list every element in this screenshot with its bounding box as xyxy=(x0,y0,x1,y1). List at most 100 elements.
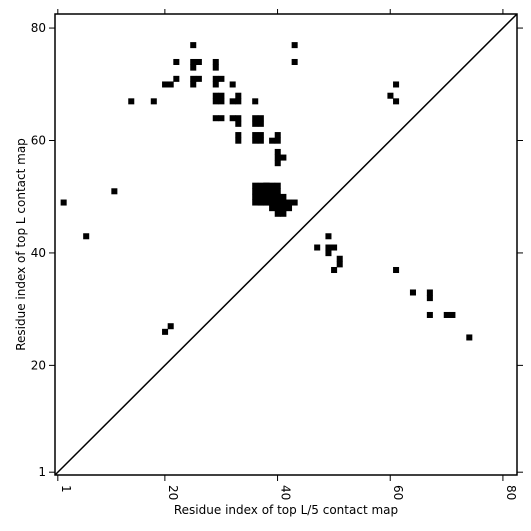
contact-point-block xyxy=(269,199,276,206)
contact-point-upper xyxy=(218,75,225,82)
contact-point-block xyxy=(263,188,270,195)
contact-point-upper xyxy=(212,64,219,71)
contact-point-lower xyxy=(426,289,433,296)
x-tick-label: 40 xyxy=(279,485,293,500)
contact-point-block xyxy=(274,199,281,206)
y-tick-label: 1 xyxy=(38,465,46,479)
contact-point-block xyxy=(280,199,287,206)
y-tick-label: 80 xyxy=(31,21,46,35)
contact-point-block xyxy=(274,188,281,195)
contact-point-upper xyxy=(235,98,242,105)
contact-point-block xyxy=(263,182,270,189)
contact-point-block xyxy=(252,193,259,200)
contact-point-block xyxy=(257,182,264,189)
contact-point-lower xyxy=(331,244,338,251)
contact-point-upper xyxy=(212,92,219,99)
contact-point-lower xyxy=(336,261,343,268)
contact-point-upper xyxy=(190,81,197,88)
contact-point-upper xyxy=(190,75,197,82)
contact-point-upper xyxy=(83,233,90,240)
contact-point-upper xyxy=(195,75,202,82)
contact-point-upper xyxy=(274,154,281,161)
contact-point-block xyxy=(252,199,259,206)
contact-point-block xyxy=(286,205,293,212)
contact-point-upper xyxy=(162,81,169,88)
contact-point-block xyxy=(257,193,264,200)
contact-point-lower xyxy=(393,266,400,274)
contact-point-lower xyxy=(443,311,450,318)
contact-point-lower xyxy=(409,289,416,296)
contact-point-upper xyxy=(60,199,67,206)
contact-point-block xyxy=(274,210,281,217)
contact-point-block xyxy=(280,205,287,212)
contact-point-upper xyxy=(229,98,236,105)
contact-point-upper xyxy=(190,64,197,71)
contact-point-lower xyxy=(325,233,332,240)
x-tick-label: 20 xyxy=(166,485,180,500)
contact-point-upper xyxy=(173,58,180,65)
contact-point-block xyxy=(274,182,281,189)
contact-point-lower xyxy=(331,266,338,274)
contact-point-upper xyxy=(212,98,219,105)
contact-point-upper xyxy=(128,98,135,105)
x-tick-label: 60 xyxy=(391,485,405,500)
contact-point-upper xyxy=(235,120,242,127)
contact-point-upper xyxy=(252,137,259,144)
contact-point-upper xyxy=(393,81,400,88)
y-tick-label: 60 xyxy=(31,133,46,147)
contact-point-upper xyxy=(274,137,281,144)
contact-point-upper xyxy=(212,81,219,88)
contact-point-upper xyxy=(111,188,118,195)
axis-ticks: 1 20 40 60 80 1 20 40 60 80 xyxy=(31,9,523,500)
contact-point-block xyxy=(269,205,276,212)
contact-point-upper xyxy=(162,328,169,335)
contact-point-block xyxy=(280,210,287,217)
contact-point-upper xyxy=(252,120,259,127)
contact-point-upper xyxy=(387,92,394,99)
contact-point-block xyxy=(269,188,276,195)
contact-point-upper xyxy=(190,58,197,65)
contact-point-lower xyxy=(426,295,433,302)
contact-point-lower xyxy=(466,334,473,341)
contact-point-upper xyxy=(274,132,281,139)
contact-point-upper xyxy=(190,42,197,49)
contact-point-upper xyxy=(167,81,174,88)
contact-point-upper xyxy=(257,132,264,139)
contact-point-block xyxy=(257,199,264,206)
contact-point-upper xyxy=(252,115,259,122)
contact-point-block xyxy=(263,193,270,200)
contact-point-upper xyxy=(173,75,180,82)
contact-point-upper xyxy=(235,132,242,139)
contact-point-lower xyxy=(336,255,343,262)
y-tick-label: 40 xyxy=(31,246,46,260)
contact-point-lower xyxy=(325,250,332,257)
contact-point-upper xyxy=(235,115,242,122)
contact-point-block xyxy=(269,182,276,189)
contact-point-upper xyxy=(218,98,225,105)
contact-point-upper xyxy=(212,58,219,65)
contact-point-lower xyxy=(314,244,321,251)
contact-point-upper xyxy=(291,58,298,65)
contact-point-upper xyxy=(274,148,281,155)
x-tick-label: 80 xyxy=(504,485,518,500)
contact-point-upper xyxy=(252,98,259,105)
contact-point-block xyxy=(291,199,298,206)
contact-point-upper xyxy=(167,323,174,330)
contact-point-upper xyxy=(218,92,225,99)
contact-point-block xyxy=(269,193,276,200)
x-axis-label: Residue index of top L/5 contact map xyxy=(174,503,398,517)
contact-point-upper xyxy=(393,98,400,105)
contact-point-block xyxy=(252,188,259,195)
contact-point-lower xyxy=(449,311,456,318)
diagonal-line xyxy=(54,13,518,476)
contact-point-upper xyxy=(291,42,298,49)
contact-point-upper xyxy=(252,132,259,139)
contact-point-block xyxy=(286,199,293,206)
contact-points xyxy=(60,42,473,341)
contact-point-upper xyxy=(280,154,287,161)
contact-point-upper xyxy=(229,81,236,88)
contact-point-upper xyxy=(257,137,264,144)
y-axis-label: Residue index of top L contact map xyxy=(14,138,28,351)
contact-point-block xyxy=(252,182,259,189)
